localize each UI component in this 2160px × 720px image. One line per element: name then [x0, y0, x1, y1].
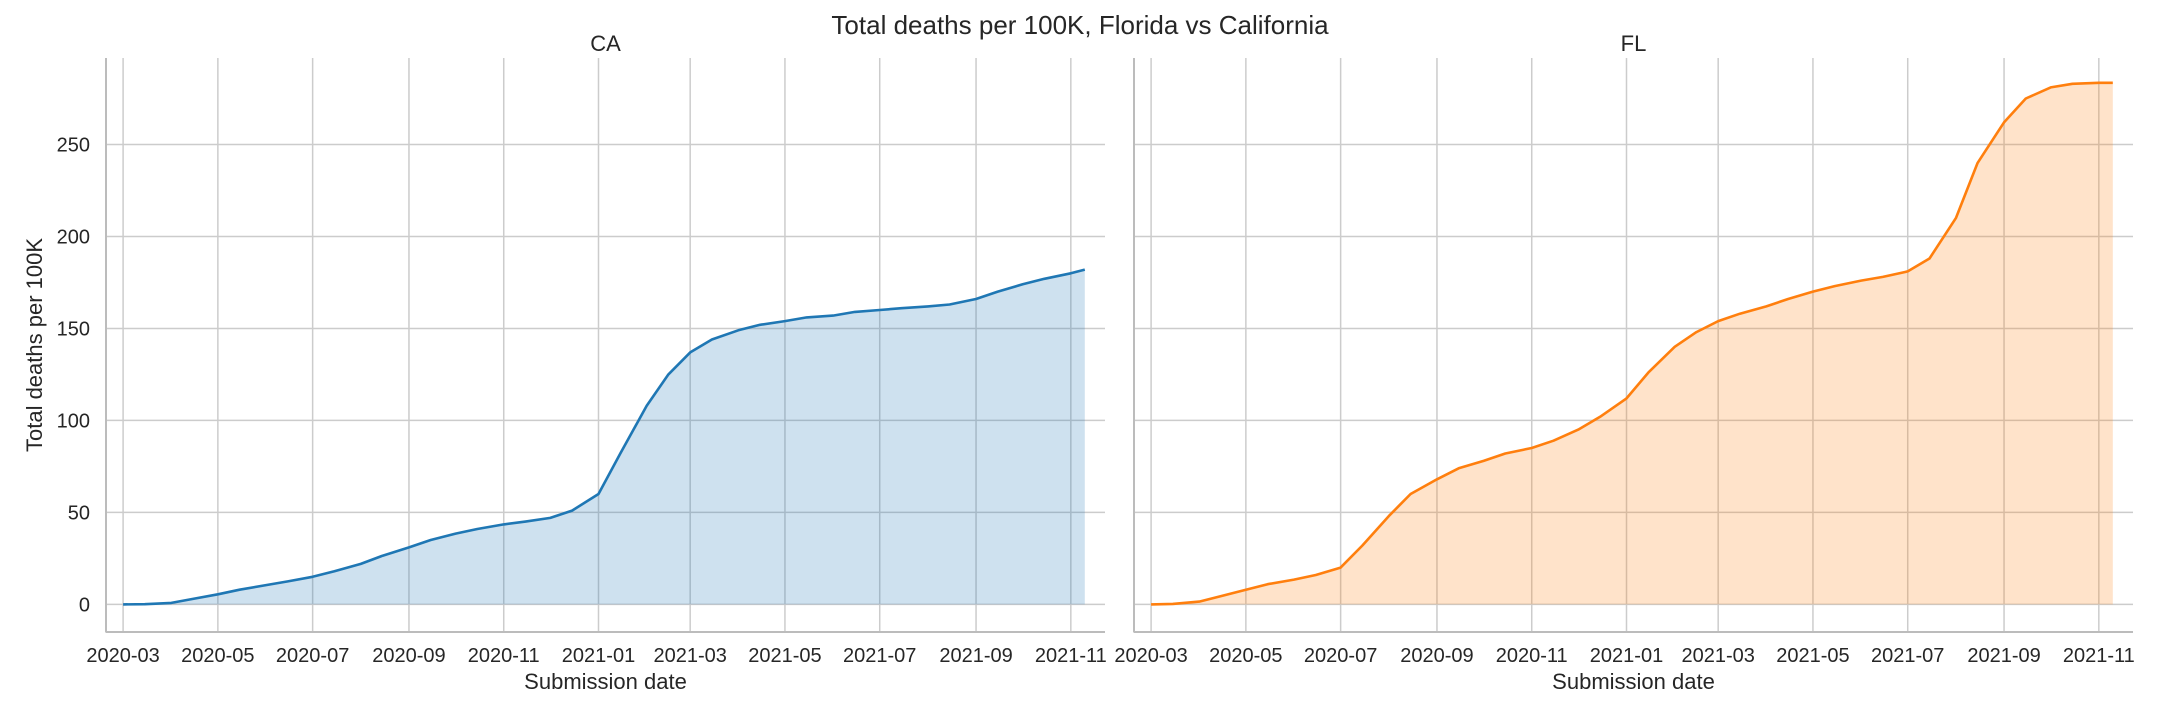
x-tick-label: 2020-05	[181, 645, 254, 667]
series-area	[123, 269, 1085, 605]
y-tick-label: 150	[57, 318, 90, 340]
series-line	[1151, 81, 2113, 606]
figure-title: Total deaths per 100K, Florida vs Califo…	[831, 10, 1329, 40]
x-tick-label: 2021-09	[939, 645, 1012, 667]
x-tick-label: 2021-03	[653, 645, 726, 667]
x-tick-label: 2020-11	[1496, 645, 1568, 667]
x-axis-label: Submission date	[1552, 669, 1715, 694]
x-tick-label: 2021-03	[1681, 645, 1754, 667]
x-tick-label: 2020-05	[1209, 645, 1282, 667]
x-tick-label: 2021-07	[1871, 645, 1944, 667]
x-tick-label: 2021-01	[562, 645, 635, 667]
y-axis-label: Total deaths per 100K	[22, 238, 47, 452]
x-tick-label: 2021-11	[2063, 645, 2135, 667]
x-tick-label: 2020-11	[468, 645, 540, 667]
x-tick-label: 2020-03	[86, 645, 159, 667]
y-tick-label: 200	[57, 226, 90, 248]
x-tick-label: 2020-03	[1114, 645, 1187, 667]
grid	[106, 58, 1105, 632]
x-axis-label: Submission date	[524, 669, 687, 694]
x-tick-label: 2021-01	[1590, 645, 1663, 667]
y-tick-label: 0	[79, 594, 90, 616]
y-tick-label: 250	[57, 134, 90, 156]
series-line	[123, 268, 1086, 606]
subplot-title: FL	[1621, 31, 1647, 56]
x-tick-label: 2020-07	[1304, 645, 1377, 667]
x-tick-label: 2020-09	[372, 645, 445, 667]
subplot-title: CA	[590, 31, 621, 56]
panel-ca: 2020-03 2020-05 2020-07 2020-09 2020-11 2021-…	[22, 31, 1107, 694]
x-tick-label: 2021-05	[748, 645, 821, 667]
y-tick-label: 50	[68, 502, 90, 524]
x-tick-label: 2021-11	[1035, 645, 1107, 667]
x-tick-label: 2021-07	[843, 645, 916, 667]
panel-fl: 2020-03 2020-05 2020-07 2020-09 2020-11 2021-…	[1114, 31, 2134, 694]
x-tick-label: 2021-05	[1776, 645, 1849, 667]
x-tick-label: 2020-09	[1400, 645, 1473, 667]
grid	[1134, 58, 2133, 632]
x-tick-label: 2020-07	[276, 645, 349, 667]
series-area	[1151, 82, 2113, 605]
x-tick-label: 2021-09	[1967, 645, 2040, 667]
y-tick-label: 100	[57, 410, 90, 432]
